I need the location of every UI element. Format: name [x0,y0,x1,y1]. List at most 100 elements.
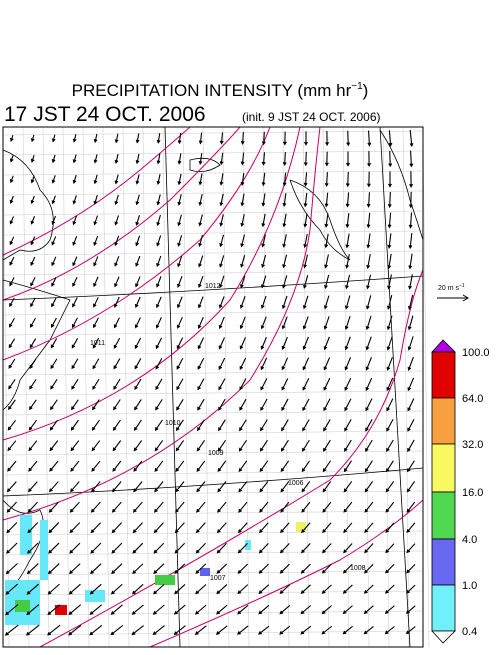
colorbar-bin [431,491,456,540]
isobar-label: 1007 [210,575,226,582]
wind-arrow [239,357,247,371]
wind-arrow [302,316,309,330]
wind-arrow [301,522,311,534]
wind-arrow [384,626,395,635]
wind-arrow [322,460,332,473]
wind-arrow [91,460,101,472]
wind-arrow [406,481,416,493]
wind-arrow [365,295,372,310]
wind-arrow [385,460,394,473]
grid-line [2,570,424,576]
wind-arrow [342,605,353,615]
wind-arrow [152,625,165,636]
wind-arrow [30,297,36,308]
wind-arrow [197,378,205,391]
wind-arrow [300,543,311,554]
wind-arrow [69,522,81,534]
wind-arrow [50,399,58,411]
wind-arrow [28,440,38,452]
wind-arrow [343,543,353,554]
wind-arrow [30,134,35,143]
wind-arrow [239,378,247,391]
wind-arrow [300,584,311,594]
wind-arrow [322,501,332,513]
wind-arrow [156,255,162,268]
wind-arrow [219,193,224,207]
wind-arrow [92,378,100,390]
wind-arrow [365,439,373,452]
wind-arrow [5,583,19,595]
wind-arrow [29,358,37,370]
grid-line [2,130,424,136]
isobar-label: 1009 [208,450,224,457]
wind-arrow [26,563,39,575]
wind-arrow [7,419,17,431]
wind-arrow [240,193,245,207]
wind-arrow [387,274,392,290]
lat-lon-grid [2,126,430,655]
wind-arrow [218,357,226,371]
wind-arrow [132,563,144,575]
wind-arrow [259,481,269,493]
wind-arrow [236,625,249,635]
wind-arrow [92,317,99,329]
precip-area [55,605,67,615]
wind-arrow [51,256,57,267]
wind-arrow [173,604,186,615]
wind-arrow [343,460,352,473]
wind-arrow [198,173,203,186]
isobars [2,126,424,648]
wind-arrow [9,297,15,308]
isobar-labels: 1012 1011 1010 1009 1008 1007 1006 [90,283,366,582]
wind-arrow [240,173,245,187]
wind-arrow [68,624,82,636]
wind-arrow [112,460,122,472]
wind-arrow [153,563,165,574]
wind-arrow [176,378,184,391]
wind-arrow [384,605,395,614]
wind-arrow [91,419,100,431]
wind-arrow [300,625,312,635]
colorbar-label: 32.0 [462,439,483,451]
wind-arrow [261,254,267,269]
wind-arrow [282,254,288,269]
wind-arrow [387,233,392,249]
colorbar-bin [431,538,456,586]
wind-arrow [238,501,248,513]
grid-line [182,126,190,648]
grid-line [2,450,424,456]
wind-arrow [240,275,246,289]
wind-arrow [155,358,163,370]
wind-arrow [8,358,16,369]
wind-arrow [196,460,206,473]
title: PRECIPITATION INTENSITY (mm hr−1) [72,81,369,100]
wind-arrow [133,440,143,452]
wind-arrow [114,215,120,226]
wind-arrow [280,481,290,493]
wind-arrow [154,419,163,432]
wind-arrow [303,254,309,269]
wind-arrow [26,583,39,595]
wind-arrow [93,174,98,185]
wind-arrow [322,522,332,534]
wind-arrow [282,275,288,289]
wind-arrow [110,625,124,636]
wind-arrow [364,501,374,513]
wind-arrow [72,256,78,267]
precip-area [15,600,30,612]
wind-arrow [112,419,121,431]
wind-arrow [345,274,351,290]
wind-arrow [114,174,119,185]
wind-arrow [302,357,310,371]
wind-arrow [49,419,58,431]
colorbar-label: 4.0 [462,534,477,546]
wind-arrow [30,236,36,246]
wind-arrow [301,501,311,513]
wind-arrow [197,337,205,350]
wind-arrow [238,481,248,493]
wind-arrow [239,419,247,432]
wind-arrow [156,194,161,206]
wind-arrow [6,542,18,554]
wind-arrow [322,481,332,493]
wind-arrow [407,398,415,412]
